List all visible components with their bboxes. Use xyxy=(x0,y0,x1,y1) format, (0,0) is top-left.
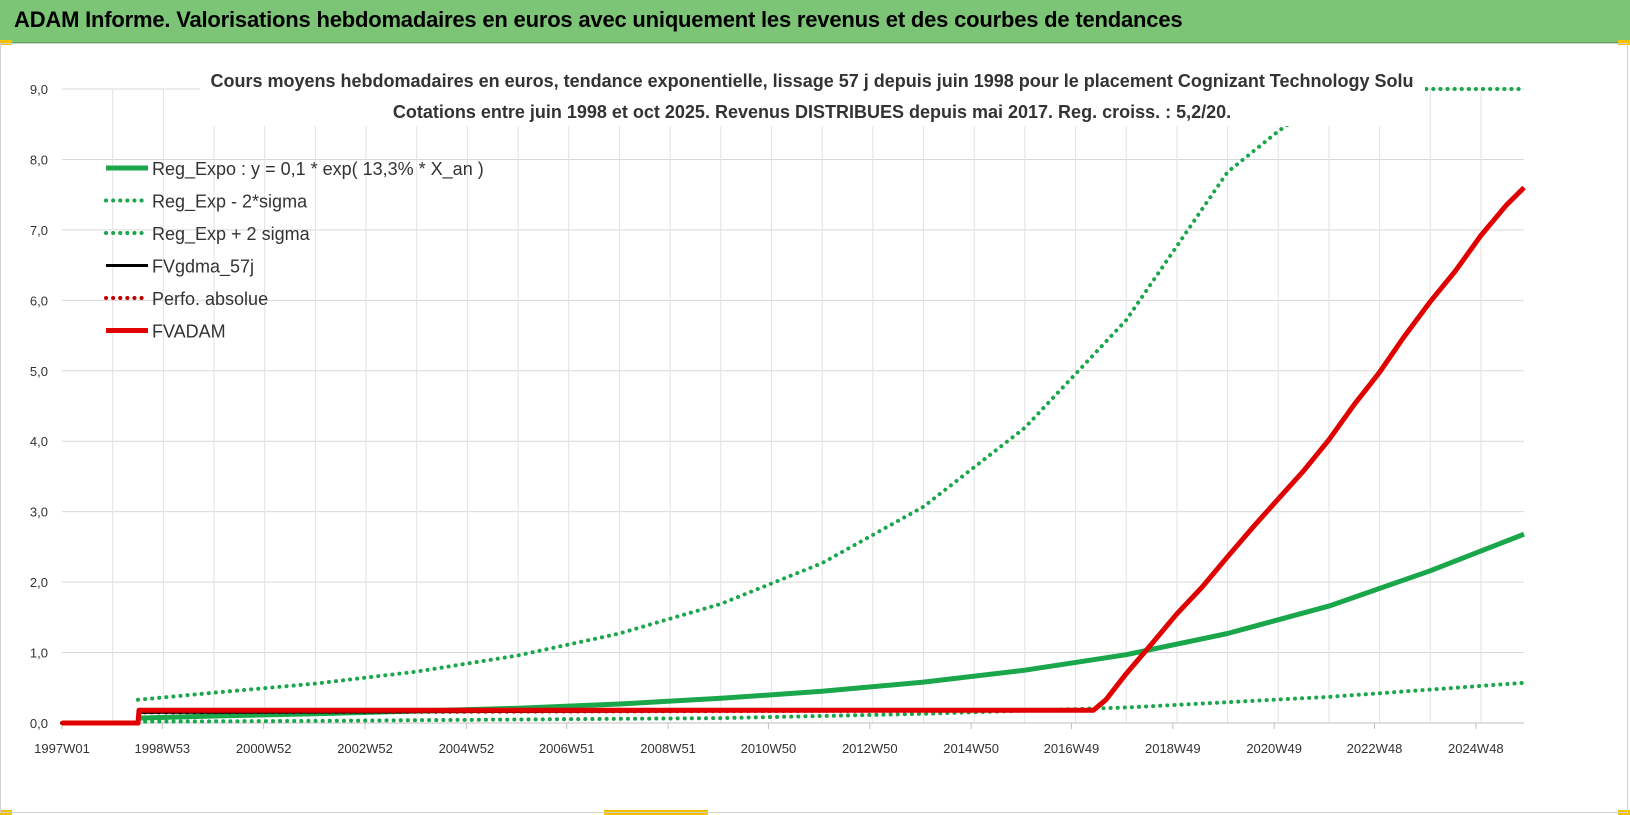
corner-marker-left xyxy=(0,40,12,45)
y-tick-label: 9,0 xyxy=(30,82,48,97)
report-header: ADAM Informe. Valorisations hebdomadaire… xyxy=(0,0,1630,44)
legend-label-3: FVgdma_57j xyxy=(152,257,254,278)
x-tick-label: 2000W52 xyxy=(236,741,292,756)
x-tick-label: 2012W50 xyxy=(842,741,898,756)
corner-marker-right xyxy=(1618,40,1630,45)
series-line-5 xyxy=(62,185,1526,726)
x-tick-label: 1998W53 xyxy=(135,741,191,756)
x-tick-label: 2006W51 xyxy=(539,741,595,756)
series-line-1 xyxy=(136,680,1526,724)
legend-label-1: Reg_Exp - 2*sigma xyxy=(152,192,308,213)
x-tick-label: 2016W49 xyxy=(1044,741,1100,756)
chart-title-line1: Cours moyens hebdomadaires en euros, ten… xyxy=(211,71,1414,91)
x-tick-label: 2010W50 xyxy=(741,741,797,756)
x-tick-label: 2008W51 xyxy=(640,741,696,756)
y-tick-label: 1,0 xyxy=(30,646,48,661)
y-tick-label: 7,0 xyxy=(30,223,48,238)
y-tick-label: 8,0 xyxy=(30,152,48,167)
x-tick-label: 2014W50 xyxy=(943,741,999,756)
x-tick-label: 2002W52 xyxy=(337,741,393,756)
y-tick-label: 4,0 xyxy=(30,434,48,449)
x-tick-label: 2020W49 xyxy=(1246,741,1302,756)
x-tick-label: 2004W52 xyxy=(439,741,495,756)
report-title: ADAM Informe. Valorisations hebdomadaire… xyxy=(14,7,1183,32)
y-tick-label: 0,0 xyxy=(30,716,48,731)
chart-frame xyxy=(0,43,1628,813)
x-tick-label: 1997W01 xyxy=(34,741,90,756)
y-tick-label: 5,0 xyxy=(30,364,48,379)
series xyxy=(60,87,1526,726)
legend-label-4: Perfo. absolue xyxy=(152,289,268,309)
chart-title-line2: Cotations entre juin 1998 et oct 2025. R… xyxy=(393,102,1231,122)
series-line-3 xyxy=(62,186,1526,725)
series-line-0 xyxy=(137,531,1525,721)
y-tick-label: 2,0 xyxy=(30,575,48,590)
legend: Reg_Expo : y = 0,1 * exp( 13,3% * X_an )… xyxy=(104,159,484,342)
x-tick-label: 2018W49 xyxy=(1145,741,1201,756)
legend-label-0: Reg_Expo : y = 0,1 * exp( 13,3% * X_an ) xyxy=(152,159,484,180)
chart-title-group: Cours moyens hebdomadaires en euros, ten… xyxy=(200,62,1425,126)
x-tick-label: 2022W48 xyxy=(1347,741,1403,756)
grid xyxy=(62,88,1524,724)
axes: 0,0 1,0 2,0 3,0 4,0 5,0 6,0 7,0 8,0 9,0 1997W01 199… xyxy=(30,82,1524,756)
legend-label-5: FVADAM xyxy=(152,322,226,342)
x-tick-label: 2024W48 xyxy=(1448,741,1504,756)
legend-label-2: Reg_Exp + 2 sigma xyxy=(152,224,311,245)
y-tick-label: 3,0 xyxy=(30,505,48,520)
y-tick-label: 6,0 xyxy=(30,293,48,308)
